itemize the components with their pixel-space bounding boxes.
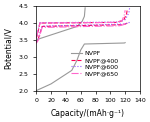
Line: NVPF@650: NVPF@650 [36, 10, 125, 38]
Line: NVPF@400: NVPF@400 [36, 9, 127, 38]
NVPF@600 [117, 21, 119, 23]
NVPF [66, 29, 68, 30]
NVPF@650 [124, 10, 126, 11]
Y-axis label: Potential/V: Potential/V [4, 27, 13, 69]
NVPF@600 [116, 21, 118, 23]
NVPF [70, 28, 72, 29]
NVPF@650 [60, 22, 62, 24]
NVPF [35, 40, 37, 41]
NVPF@400 [122, 20, 123, 21]
NVPF@400 [41, 22, 43, 24]
NVPF@600 [119, 21, 121, 22]
NVPF [54, 33, 56, 35]
Line: NVPF@600: NVPF@600 [36, 8, 130, 37]
X-axis label: Capacity/(mAh·g⁻¹): Capacity/(mAh·g⁻¹) [51, 109, 125, 118]
NVPF@600 [110, 21, 112, 23]
NVPF@400 [35, 38, 37, 39]
NVPF [73, 27, 75, 28]
NVPF [84, 7, 86, 9]
NVPF@650 [74, 22, 75, 24]
Legend: NVPF, NVPF@400, NVPF@600, NVPF@650: NVPF, NVPF@400, NVPF@600, NVPF@650 [68, 48, 121, 79]
NVPF@650 [82, 22, 84, 23]
NVPF@600 [95, 21, 96, 23]
NVPF [42, 37, 44, 38]
NVPF@650 [35, 37, 37, 39]
NVPF@600 [115, 21, 117, 23]
NVPF@400 [52, 22, 54, 24]
NVPF@400 [71, 22, 73, 24]
NVPF@650 [47, 22, 49, 24]
NVPF@400 [126, 8, 128, 10]
NVPF@400 [44, 22, 46, 24]
NVPF@650 [114, 22, 116, 23]
NVPF@650 [53, 22, 55, 24]
NVPF@600 [35, 36, 37, 38]
NVPF@400 [84, 22, 86, 23]
NVPF [48, 35, 50, 36]
NVPF@600 [129, 7, 130, 9]
Line: NVPF: NVPF [36, 8, 85, 41]
